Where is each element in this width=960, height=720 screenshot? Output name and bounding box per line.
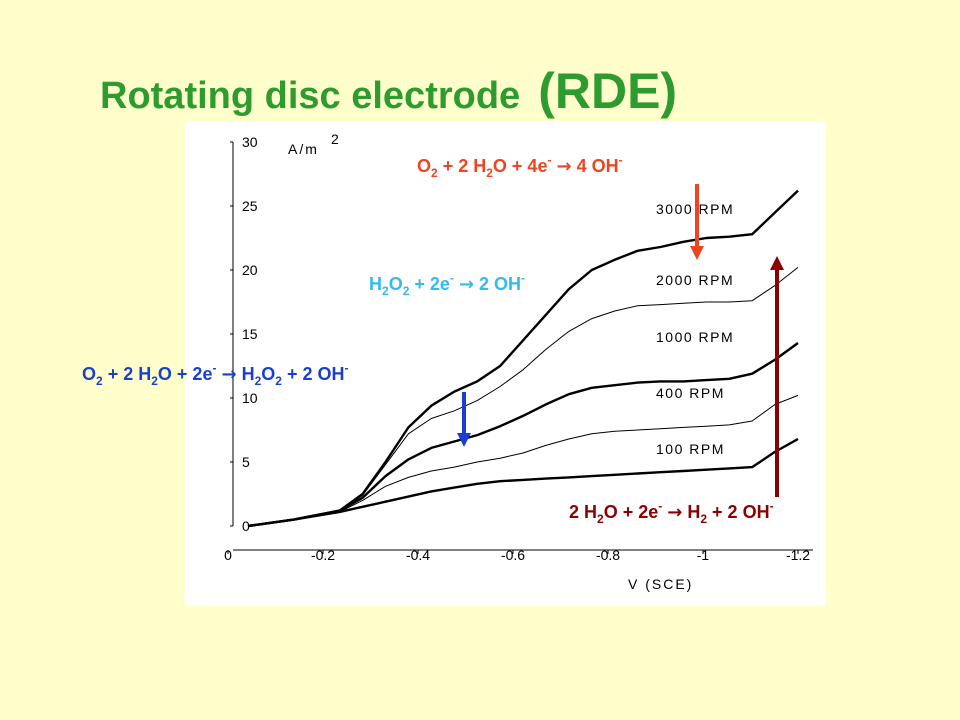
y-tick-label: 0 [242, 518, 250, 534]
x-tick-label: -0.8 [596, 547, 620, 563]
x-tick-label: -1.2 [786, 547, 810, 563]
series-label: 3000 RPM [656, 201, 734, 217]
series-line-1000-rpm [247, 342, 799, 528]
y-axis-label-superscript: 2 [331, 131, 339, 147]
x-tick-label: 0 [224, 547, 232, 563]
x-tick-label: -0.2 [311, 547, 335, 563]
y-tick-label: 25 [242, 198, 258, 214]
equation-h2o2: H2O2 + 2e- → 2 OH- [369, 271, 525, 298]
plot-area [185, 122, 826, 606]
y-tick-label: 10 [242, 390, 258, 406]
series-line-400-rpm [247, 394, 799, 527]
series-line-100-rpm [247, 437, 799, 528]
y-tick-label: 5 [242, 454, 250, 470]
equation-o2-2e: O2 + 2 H2O + 2e- → H2O2 + 2 OH- [82, 361, 349, 388]
y-tick-label: 30 [242, 134, 258, 150]
arrow-o2-4e-head [690, 246, 704, 260]
y-tick-label: 20 [242, 262, 258, 278]
axes: 0 5 10 15 20 25 30 0 -0.2 -0.4 -0.6 -0.8 -1 -1.2 A/m 2 V… [224, 131, 813, 592]
x-axis-label: V (SCE) [628, 576, 693, 592]
arrow-o2-2e-head [457, 433, 471, 447]
x-tick-label: -0.6 [501, 547, 525, 563]
series-label: 400 RPM [656, 385, 725, 401]
slide-title-main: Rotating disc electrode [100, 75, 521, 117]
series-labels: 3000 RPM 2000 RPM 1000 RPM 400 RPM 100 RPM [656, 201, 734, 457]
x-tick-label: -1 [697, 547, 710, 563]
series-line-2000-rpm [247, 267, 799, 527]
equation-h2: 2 H2O + 2e- → H2 + 2 OH- [569, 499, 774, 526]
equation-o2-4e: O2 + 2 H2O + 4e- → 4 OH- [417, 153, 623, 180]
arrow-h2-head [770, 256, 784, 270]
y-tick-label: 15 [242, 326, 258, 342]
series-label: 1000 RPM [656, 329, 734, 345]
y-axis-label: A/m [288, 141, 319, 157]
arrows [457, 184, 784, 497]
slide-title: Rotating disc electrode (RDE) [100, 62, 677, 120]
x-tick-label: -0.4 [406, 547, 430, 563]
series-line-3000-rpm [247, 189, 799, 528]
series-label: 100 RPM [656, 441, 725, 457]
slide-title-abbr: (RDE) [538, 63, 678, 119]
series-label: 2000 RPM [656, 272, 734, 288]
curves [247, 189, 799, 528]
equations: O2 + 2 H2O + 4e- → 4 OH- H2O2 + 2e- → 2 … [82, 153, 774, 526]
